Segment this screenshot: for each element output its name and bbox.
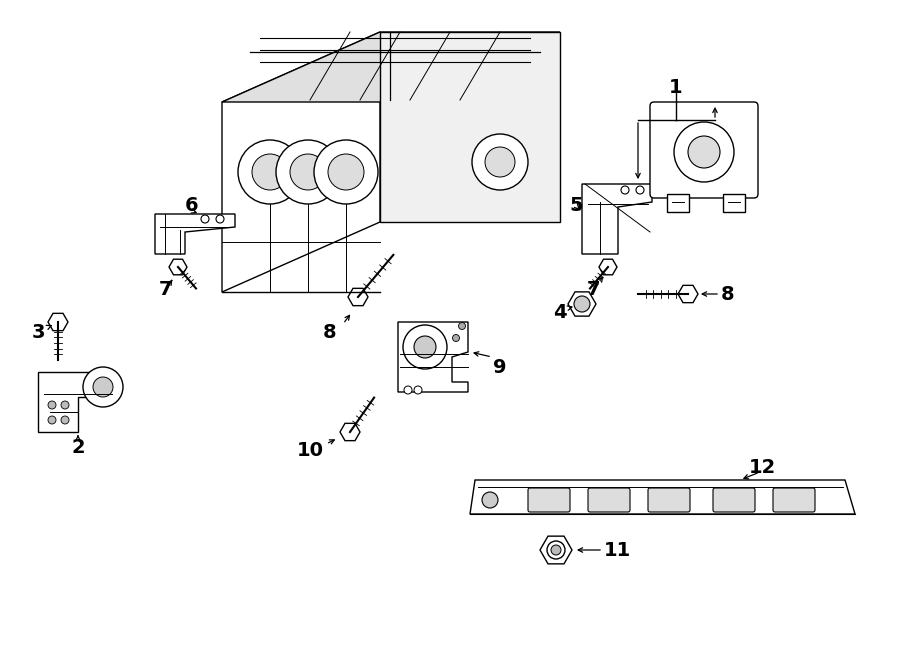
Circle shape (83, 367, 123, 407)
Circle shape (252, 154, 288, 190)
Circle shape (276, 140, 340, 204)
Polygon shape (38, 372, 112, 432)
Text: 7: 7 (587, 279, 601, 299)
Polygon shape (340, 423, 360, 441)
Text: 11: 11 (603, 540, 631, 559)
Circle shape (574, 296, 590, 312)
Circle shape (414, 336, 436, 358)
Polygon shape (222, 32, 380, 292)
Polygon shape (667, 194, 689, 212)
Circle shape (328, 154, 364, 190)
Polygon shape (540, 536, 572, 564)
Polygon shape (348, 289, 368, 306)
FancyBboxPatch shape (528, 488, 570, 512)
FancyBboxPatch shape (773, 488, 815, 512)
FancyBboxPatch shape (648, 488, 690, 512)
Polygon shape (582, 184, 652, 254)
Circle shape (48, 401, 56, 409)
Circle shape (314, 140, 378, 204)
Text: 8: 8 (721, 285, 734, 303)
Text: 2: 2 (71, 438, 85, 457)
Circle shape (93, 377, 113, 397)
Circle shape (238, 140, 302, 204)
FancyBboxPatch shape (588, 488, 630, 512)
Circle shape (472, 134, 528, 190)
Polygon shape (678, 285, 698, 303)
Polygon shape (398, 322, 468, 392)
Polygon shape (222, 32, 560, 102)
Circle shape (48, 416, 56, 424)
Circle shape (414, 386, 422, 394)
Polygon shape (380, 32, 560, 222)
Circle shape (482, 492, 498, 508)
Text: 5: 5 (569, 195, 583, 214)
Polygon shape (723, 194, 745, 212)
Text: 3: 3 (32, 322, 45, 342)
Text: 9: 9 (493, 357, 507, 377)
Text: 12: 12 (749, 457, 776, 477)
Polygon shape (48, 313, 68, 330)
Polygon shape (169, 260, 187, 275)
Text: 8: 8 (323, 322, 337, 342)
Text: 7: 7 (158, 279, 172, 299)
Circle shape (453, 334, 460, 342)
Circle shape (61, 401, 69, 409)
Polygon shape (599, 260, 617, 275)
Text: 6: 6 (185, 195, 199, 214)
Circle shape (674, 122, 734, 182)
Circle shape (458, 322, 465, 330)
Circle shape (547, 541, 565, 559)
Circle shape (551, 545, 561, 555)
Text: 1: 1 (670, 77, 683, 97)
Circle shape (688, 136, 720, 168)
Polygon shape (155, 214, 235, 254)
Polygon shape (470, 480, 855, 514)
Circle shape (61, 416, 69, 424)
Polygon shape (568, 292, 596, 316)
Circle shape (485, 147, 515, 177)
Circle shape (290, 154, 326, 190)
FancyBboxPatch shape (650, 102, 758, 198)
Text: 4: 4 (554, 303, 567, 322)
FancyBboxPatch shape (713, 488, 755, 512)
Circle shape (404, 386, 412, 394)
Circle shape (403, 325, 447, 369)
Text: 10: 10 (296, 440, 323, 459)
